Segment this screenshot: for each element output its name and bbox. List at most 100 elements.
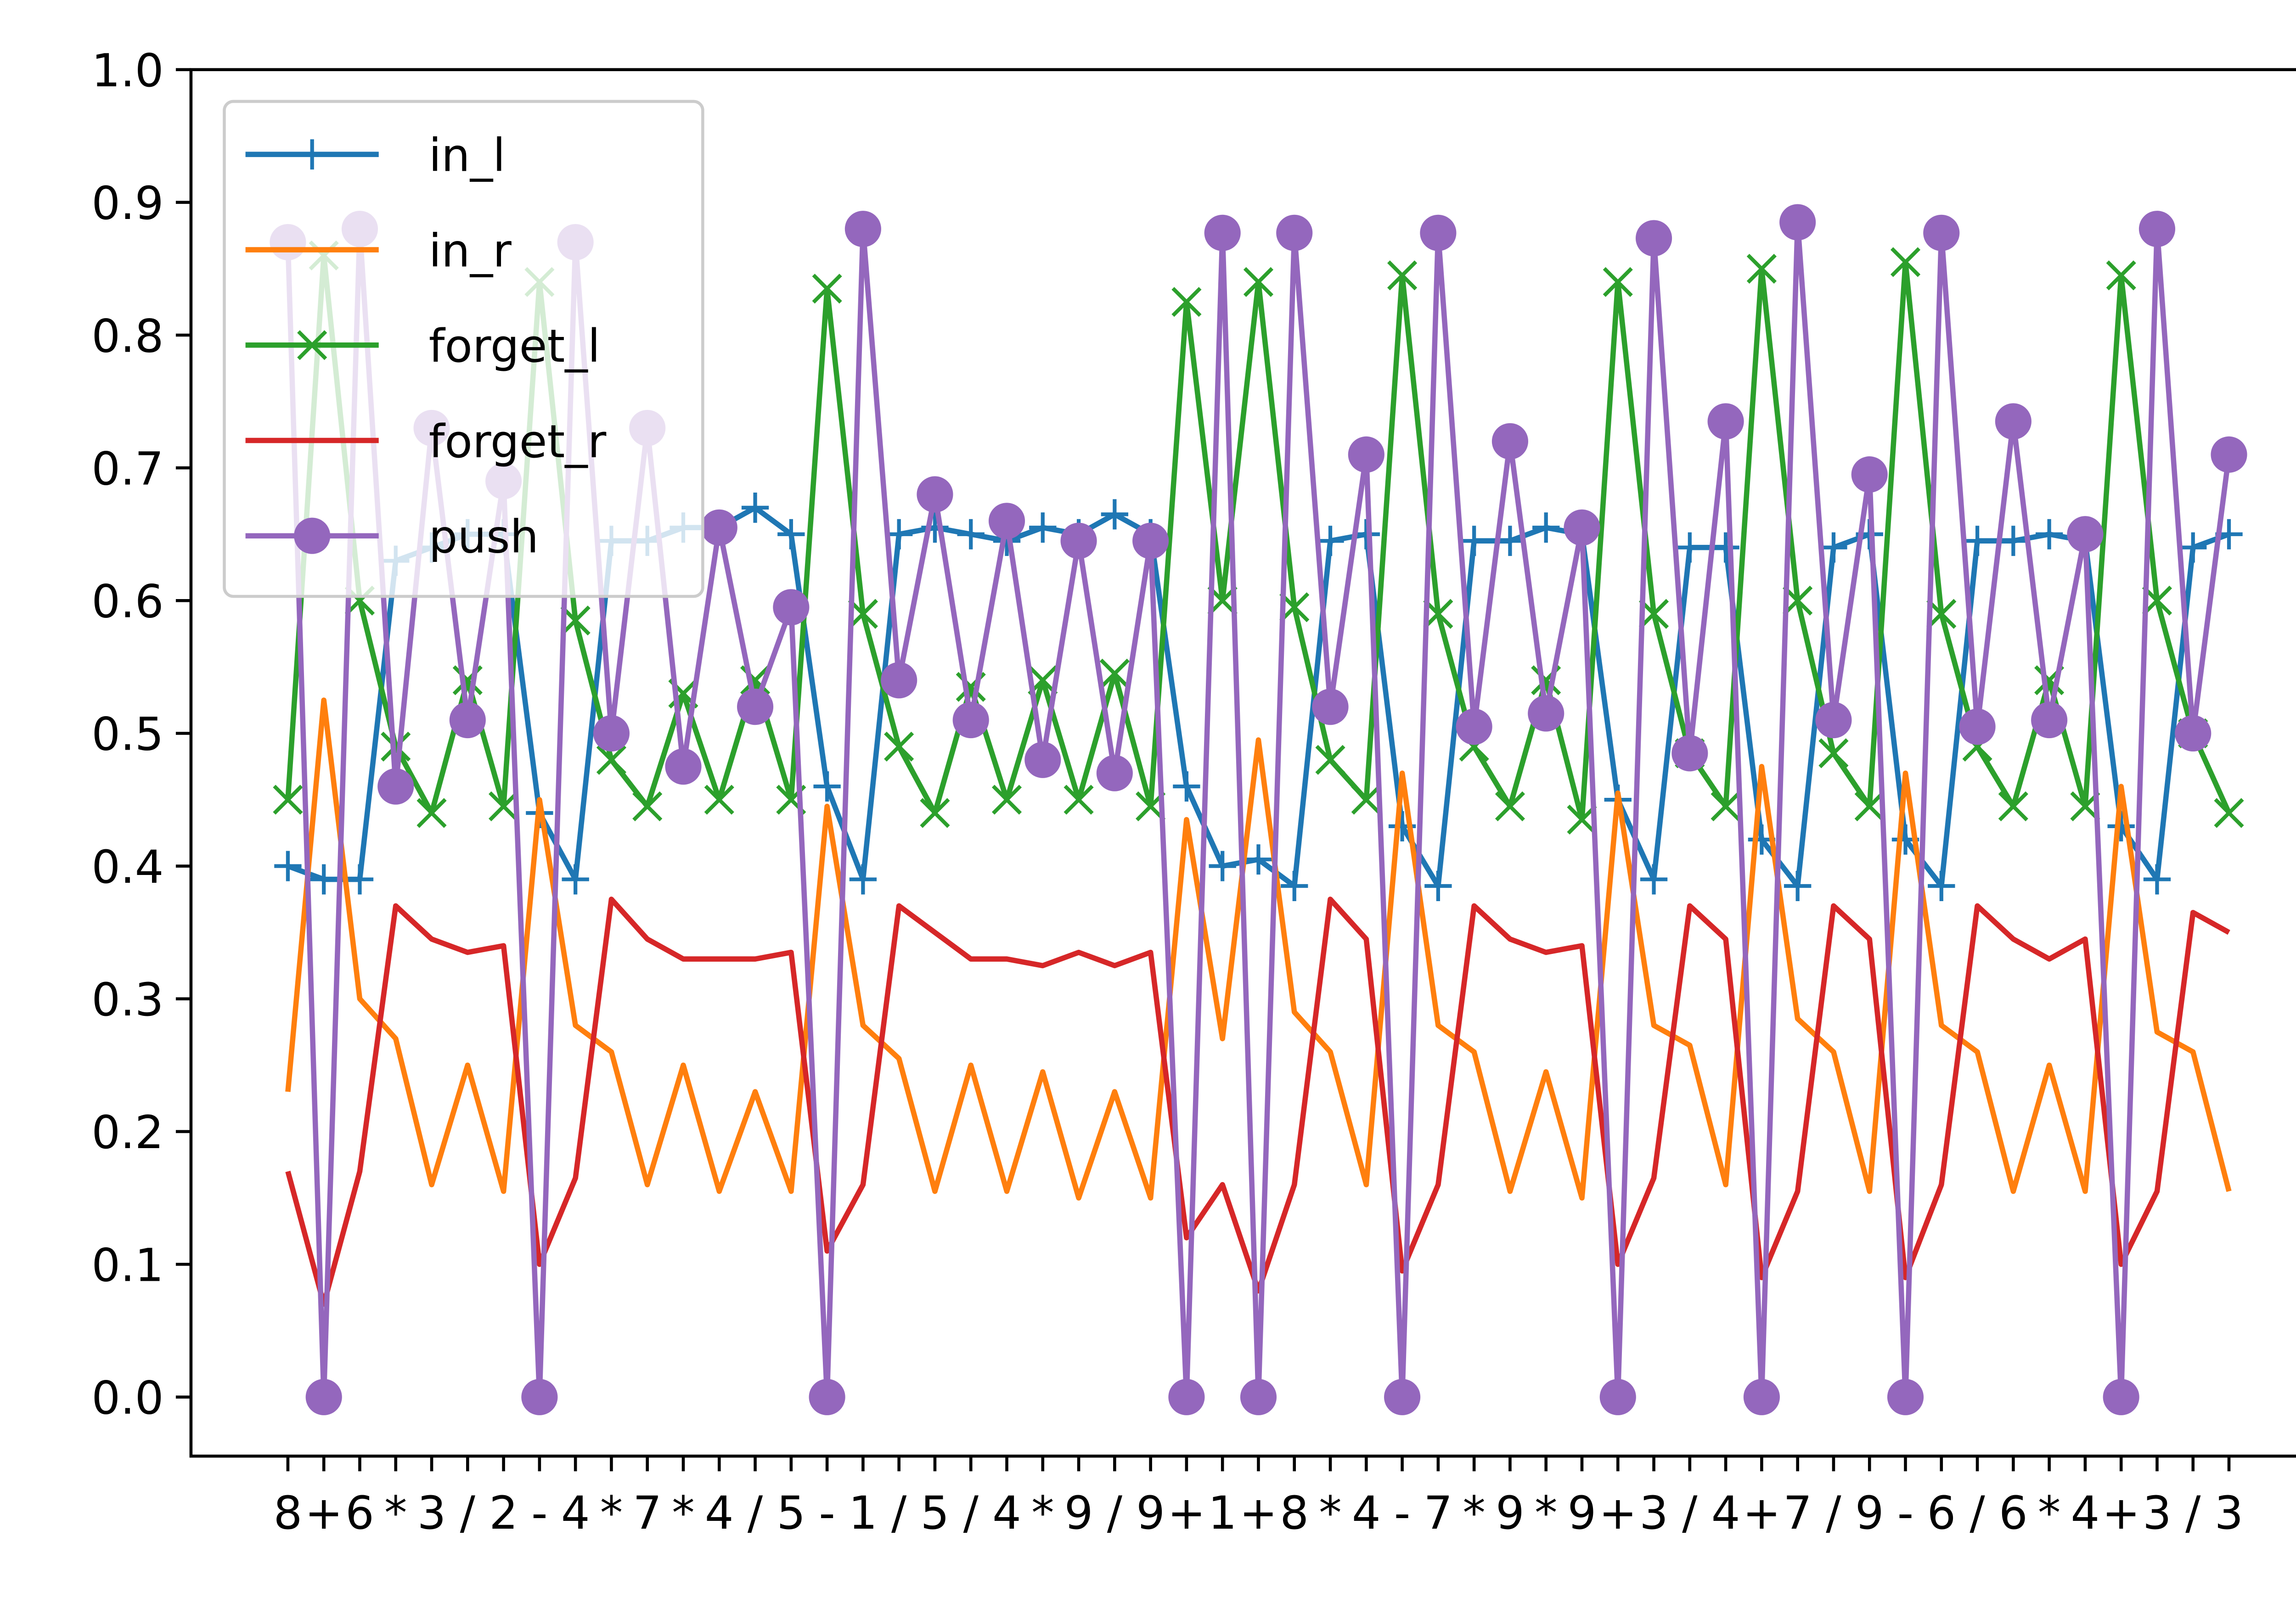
line [285,897,2230,1307]
x-tick-label: / [1826,1487,1841,1540]
point [305,1379,342,1415]
point [844,211,881,247]
point [1276,214,1313,251]
point [1532,512,1560,543]
point [1060,522,1097,559]
x-tick-label: 1 [849,1487,878,1540]
x-tick-label: / [1107,1487,1123,1540]
x-tick-label: 7 [633,1487,662,1540]
point [1495,791,1525,822]
legend-label: push [429,511,539,564]
legend-label: forget_l [429,320,601,373]
point [1995,403,2032,440]
x-tick-label: 9 [1855,1487,1884,1540]
point [2175,715,2212,752]
point [1101,499,1129,530]
point [1712,532,1739,563]
point [1851,456,1888,493]
point [813,771,841,802]
point [1890,247,1921,277]
y-tick-label: 0.7 [91,443,163,495]
point [701,509,737,546]
x-tick-label: 6 [1999,1487,2028,1540]
point [881,662,917,699]
point [952,702,989,739]
point [1923,214,1960,251]
point [273,785,303,815]
point [1456,708,1492,745]
x-tick-label: 3 [2143,1487,2172,1540]
x-tick-label: 1 [1208,1487,1237,1540]
x-tick-label: * [2038,1487,2060,1540]
point [737,689,774,725]
x-tick-label: * [1031,1487,1054,1540]
y-tick-label: 0.9 [91,177,163,230]
point [812,274,842,304]
x-tick-label: * [1319,1487,1341,1540]
x-tick-label: / [748,1487,763,1540]
point [1281,871,1308,901]
point [1029,512,1057,543]
point [596,745,627,775]
point [884,731,914,762]
x-tick-label: 5 [920,1487,949,1540]
point [1999,526,2027,556]
x-tick-label: 6 [1927,1487,1956,1540]
point [1711,791,1741,822]
series [285,897,2230,1307]
point [1491,423,1528,460]
point [957,519,985,549]
x-tick-label: 9 [1568,1487,1597,1540]
x-tick-label: 8 [273,1487,302,1540]
x-tick-label: * [1463,1487,1485,1540]
point [1564,509,1600,546]
y-tick-label: 0.2 [91,1106,163,1159]
x-tick-label: + [1743,1487,1781,1540]
point [1496,526,1524,556]
point [2143,864,2171,895]
x-tick-label: / [1682,1487,1698,1540]
x-tick-label: * [672,1487,694,1540]
x-tick-label: + [2102,1487,2140,1540]
point [1820,532,1847,563]
point [1528,695,1564,732]
y-tick-label: 0.0 [91,1372,163,1425]
point [1168,1379,1205,1415]
x-tick-label: - [1897,1487,1914,1540]
point [1424,871,1452,901]
y-tick-label: 0.8 [91,310,163,363]
legend-marker [294,517,331,554]
point [1815,702,1852,739]
y-tick-label: 1.0 [91,45,163,97]
y-tick-label: 0.6 [91,576,163,628]
point [1099,658,1130,689]
x-tick-label: / [2185,1487,2201,1540]
point [449,702,486,739]
x-tick-label: / [1970,1487,1985,1540]
point [1244,844,1272,875]
point [521,1379,558,1415]
x-tick-label: 2 [489,1487,518,1540]
point [1779,204,1816,241]
point [2035,519,2063,549]
point [1743,1379,1780,1415]
legend-label: in_r [429,224,512,277]
x-tick-label: 4 [561,1487,590,1540]
point [1315,745,1345,775]
point [593,715,630,752]
x-tick-label: 4 [1352,1487,1381,1540]
point [489,791,519,822]
point [1603,267,1633,297]
x-tick-label: - [819,1487,835,1540]
point [988,503,1025,539]
point [704,785,734,815]
point [1676,532,1704,563]
point [1998,791,2028,822]
point [1204,214,1241,251]
point [1132,522,1169,559]
x-tick-label: / [460,1487,476,1540]
x-tick-label: 5 [777,1487,805,1540]
x-tick-label: 8 [1280,1487,1309,1540]
x-tick-label: - [531,1487,548,1540]
point [377,768,414,805]
